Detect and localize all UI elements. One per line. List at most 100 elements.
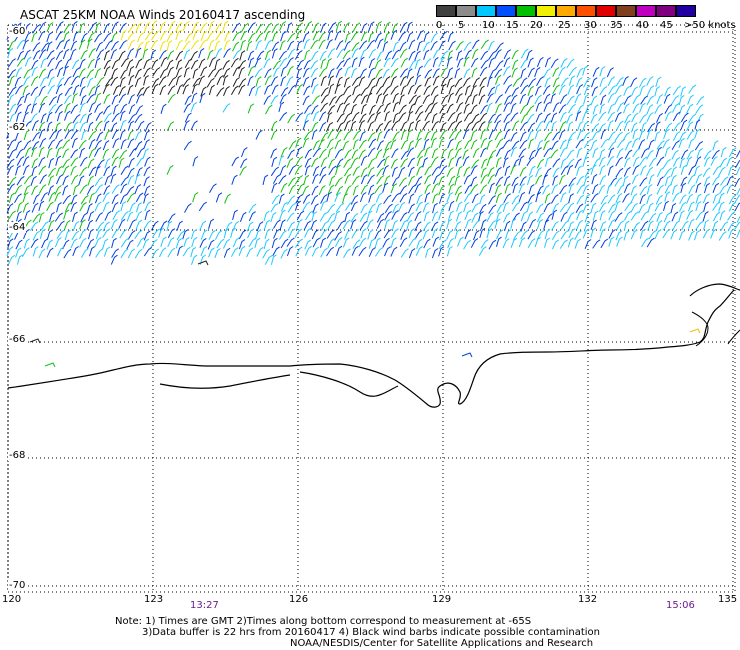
wind-barb: [232, 41, 240, 52]
wind-barb: [46, 247, 54, 258]
wind-barb: [30, 175, 37, 186]
wind-barb: [30, 113, 38, 123]
wind-barb: [383, 228, 392, 239]
wind-barb: [590, 95, 598, 106]
wind-barb: [120, 237, 129, 248]
wind-barb: [175, 22, 183, 33]
wind-barb: [360, 48, 368, 59]
wind-barb: [462, 155, 470, 166]
time-label-start: 13:27: [190, 600, 219, 611]
wind-barb: [200, 246, 208, 257]
wind-barb: [384, 111, 391, 122]
wind-barb: [38, 212, 45, 223]
wind-barb: [423, 238, 431, 249]
wind-barb: [728, 165, 735, 176]
wind-barb: [192, 29, 199, 40]
wind-barb: [120, 183, 128, 194]
wind-barb: [144, 31, 153, 41]
wind-barb: [438, 175, 445, 186]
wind-barb: [623, 120, 631, 131]
wind-barb: [631, 137, 639, 148]
wind-barb: [390, 237, 397, 248]
wind-barb: [656, 176, 664, 187]
wind-barb: [319, 173, 327, 184]
wind-barb: [534, 236, 541, 248]
wind-barb: [14, 103, 22, 114]
wind-barb: [192, 68, 199, 79]
wind-barb: [550, 58, 559, 68]
wind-barb: [103, 59, 111, 70]
wind-barb: [232, 220, 240, 231]
wind-barb: [263, 219, 271, 230]
wind-barb: [374, 237, 381, 248]
wind-barb: [359, 130, 366, 142]
wind-barb: [470, 164, 478, 175]
wind-barb: [120, 69, 128, 79]
wind-barb: [398, 177, 407, 187]
wind-barb: [119, 76, 126, 88]
wind-barb: [223, 228, 230, 239]
wind-barb: [679, 201, 687, 212]
wind-barb: [311, 104, 319, 115]
wind-barb: [672, 192, 680, 202]
wind-barb: [376, 218, 384, 229]
wind-barb: [176, 84, 184, 95]
wind-speed-colorbar: [436, 5, 696, 19]
wind-barb: [543, 68, 551, 78]
wind-barb: [375, 149, 383, 160]
wind-barb: [535, 174, 543, 185]
wind-barb: [566, 164, 574, 175]
wind-barb: [288, 140, 297, 150]
wind-barb: [462, 77, 471, 87]
wind-barb: [270, 148, 277, 159]
wind-barb: [511, 201, 520, 212]
wind-barb: [503, 49, 511, 60]
wind-barb: [479, 76, 487, 87]
wind-barb: [479, 194, 486, 205]
wind-barb: [326, 203, 336, 214]
wind-barb: [639, 177, 648, 187]
wind-barb: [440, 201, 449, 212]
wind-barb: [695, 210, 704, 221]
wind-barb: [504, 220, 511, 231]
wind-barb: [494, 218, 501, 229]
wind-barb: [398, 94, 405, 105]
wind-barb: [455, 86, 463, 96]
wind-barb: [15, 239, 23, 250]
wind-barb: [238, 229, 247, 240]
wind-barb: [302, 137, 310, 148]
wind-barb: [287, 40, 295, 51]
wind-barb: [694, 128, 701, 139]
lat-label--62: -62: [8, 122, 27, 133]
wind-barb: [48, 76, 55, 87]
wind-barb: [390, 183, 398, 194]
wind-barb: [287, 48, 296, 59]
wind-barb: [440, 50, 449, 60]
wind-barb: [248, 237, 257, 248]
wind-barb: [190, 59, 199, 70]
wind-barb: [254, 229, 262, 240]
wind-barb: [520, 221, 527, 232]
wind-barb: [288, 165, 297, 175]
wind-barb: [256, 50, 265, 60]
wind-barb: [271, 194, 280, 205]
wind-barb: [560, 77, 569, 87]
wind-barb: [607, 165, 614, 176]
wind-barb: [567, 121, 574, 132]
wind-barb: [208, 229, 216, 240]
colorbar-swatch: [536, 5, 556, 17]
wind-barb: [127, 120, 135, 131]
wind-barb: [662, 158, 671, 169]
wind-barb: [406, 68, 413, 79]
wind-barb: [511, 176, 519, 187]
wind-barb: [470, 183, 478, 194]
wind-barb: [88, 210, 95, 222]
wind-barb: [342, 140, 349, 151]
wind-barb: [64, 129, 73, 139]
wind-barb: [504, 94, 512, 105]
wind-barb: [80, 32, 88, 43]
wind-barb: [494, 83, 501, 95]
wind-barb: [656, 156, 665, 166]
wind-barb: [312, 203, 319, 214]
wind-barb: [286, 65, 294, 76]
